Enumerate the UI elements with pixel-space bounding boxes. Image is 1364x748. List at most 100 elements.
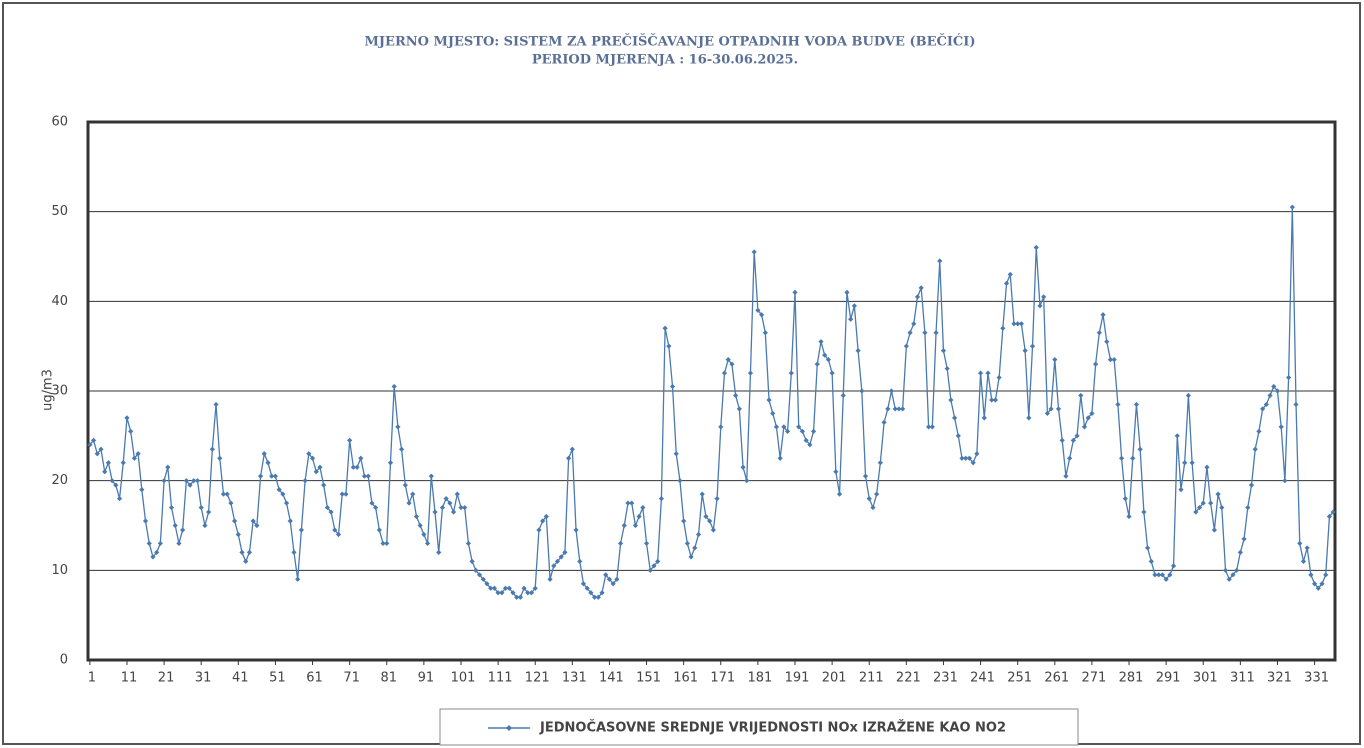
data-point bbox=[1029, 343, 1036, 349]
data-point bbox=[124, 415, 130, 421]
data-point bbox=[989, 397, 995, 403]
data-point bbox=[1100, 312, 1106, 318]
data-point bbox=[1107, 357, 1114, 363]
data-point bbox=[113, 482, 119, 488]
data-point bbox=[135, 451, 141, 457]
data-point bbox=[202, 522, 208, 529]
data-point bbox=[1081, 424, 1088, 430]
data-point bbox=[900, 406, 906, 412]
data-point bbox=[462, 504, 468, 511]
data-point bbox=[992, 397, 999, 403]
data-point bbox=[603, 572, 609, 578]
data-point bbox=[1300, 558, 1307, 564]
data-point bbox=[1130, 455, 1136, 461]
data-point bbox=[877, 460, 883, 466]
data-point bbox=[955, 433, 961, 439]
data-point bbox=[1208, 500, 1214, 506]
data-point bbox=[187, 482, 193, 488]
data-point bbox=[569, 446, 575, 452]
data-point bbox=[695, 531, 702, 538]
data-point bbox=[1041, 294, 1047, 300]
data-point bbox=[447, 500, 453, 506]
data-point bbox=[231, 518, 238, 524]
data-point bbox=[1070, 437, 1076, 443]
data-point bbox=[888, 388, 895, 394]
data-point bbox=[335, 531, 342, 538]
data-point bbox=[617, 540, 624, 547]
data-point bbox=[985, 370, 991, 376]
data-point bbox=[707, 518, 713, 524]
data-point bbox=[766, 397, 772, 403]
data-point bbox=[736, 406, 742, 412]
data-point bbox=[825, 357, 832, 363]
data-point bbox=[1289, 204, 1295, 210]
data-point bbox=[1204, 464, 1210, 470]
data-point bbox=[1152, 572, 1158, 578]
data-point bbox=[243, 558, 249, 564]
data-point bbox=[347, 437, 353, 443]
data-point bbox=[892, 406, 898, 412]
data-point bbox=[1074, 433, 1080, 439]
data-point bbox=[410, 491, 416, 497]
data-point bbox=[911, 321, 917, 327]
data-point bbox=[206, 509, 212, 515]
data-point bbox=[180, 527, 186, 533]
data-point bbox=[848, 316, 854, 322]
x-tick-label: 171 bbox=[710, 671, 735, 686]
x-tick-label: 131 bbox=[562, 671, 587, 686]
x-tick-label: 331 bbox=[1304, 671, 1329, 686]
data-point bbox=[1052, 357, 1058, 363]
x-tick-label: 271 bbox=[1081, 671, 1106, 686]
data-point bbox=[313, 469, 319, 475]
data-point bbox=[1063, 473, 1069, 479]
data-point bbox=[591, 594, 598, 600]
data-point bbox=[458, 504, 464, 511]
data-point bbox=[109, 478, 115, 484]
data-point bbox=[1174, 433, 1180, 439]
data-point bbox=[1200, 500, 1206, 506]
data-point bbox=[714, 496, 720, 502]
data-point bbox=[198, 504, 204, 511]
data-point bbox=[1093, 361, 1099, 367]
data-point bbox=[276, 487, 282, 493]
data-point bbox=[870, 504, 876, 511]
data-point bbox=[929, 424, 935, 430]
data-point bbox=[105, 460, 112, 466]
data-point bbox=[792, 289, 798, 295]
data-point bbox=[1189, 460, 1195, 466]
data-point bbox=[725, 357, 731, 363]
data-point bbox=[662, 325, 668, 331]
data-point bbox=[970, 460, 976, 466]
data-point bbox=[684, 540, 690, 547]
data-point bbox=[747, 370, 754, 376]
data-point bbox=[120, 460, 126, 466]
data-point bbox=[235, 531, 241, 538]
data-point bbox=[866, 496, 872, 502]
data-point bbox=[528, 590, 535, 596]
data-point bbox=[1293, 401, 1299, 408]
data-point bbox=[580, 581, 587, 587]
data-point bbox=[1311, 581, 1318, 587]
data-point bbox=[829, 370, 835, 376]
x-tick-label: 101 bbox=[451, 671, 476, 686]
data-point bbox=[951, 415, 958, 421]
data-point bbox=[332, 527, 338, 533]
y-tick-label: 40 bbox=[51, 294, 68, 309]
data-point bbox=[896, 406, 902, 412]
x-tick-label: 81 bbox=[380, 671, 397, 686]
data-point bbox=[1226, 576, 1232, 582]
data-point bbox=[343, 491, 349, 497]
data-point bbox=[814, 361, 820, 367]
data-point bbox=[807, 442, 813, 448]
data-point bbox=[566, 455, 572, 461]
data-point bbox=[157, 540, 163, 547]
data-point bbox=[926, 424, 932, 430]
data-point bbox=[1037, 303, 1043, 309]
data-point bbox=[551, 563, 557, 569]
data-point bbox=[432, 509, 438, 515]
data-point bbox=[940, 348, 947, 354]
data-point bbox=[350, 464, 356, 470]
data-point bbox=[361, 473, 368, 479]
